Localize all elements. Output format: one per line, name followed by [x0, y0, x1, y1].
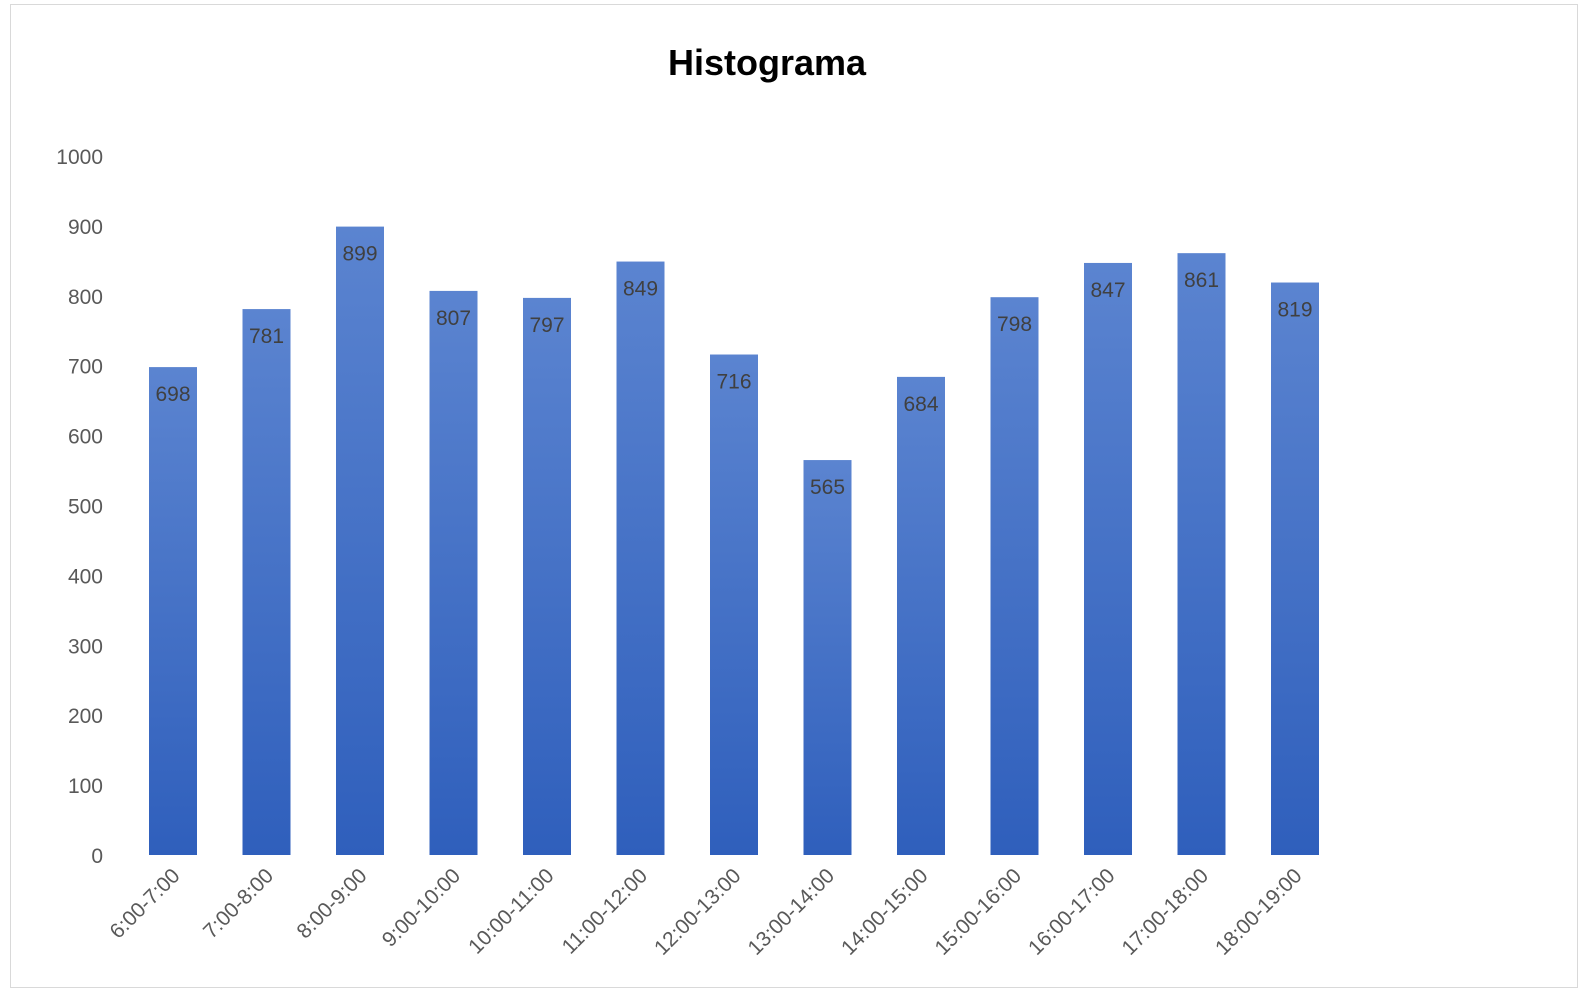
x-tick-label: 7:00-8:00 — [199, 864, 278, 943]
chart-area: Histograma 0 100 200 300 400 500 600 700 800 900 1… — [10, 4, 1578, 988]
data-label: 684 — [903, 393, 938, 416]
y-tick-label: 600 — [68, 426, 103, 449]
x-tick-label: 12:00-13:00 — [650, 864, 746, 960]
x-tick-label: 9:00-10:00 — [378, 864, 465, 951]
y-tick-label: 500 — [68, 496, 103, 519]
y-tick-label: 900 — [68, 216, 103, 239]
y-axis: 0 100 200 300 400 500 600 700 800 900 1000 — [56, 146, 103, 868]
bar — [803, 460, 852, 855]
y-tick-label: 700 — [68, 356, 103, 379]
bar — [990, 297, 1039, 855]
bar — [242, 309, 291, 855]
x-tick-label: 11:00-12:00 — [558, 864, 652, 958]
data-labels-group: 698 781 899 807 797 849 716 565 684 798 847 861 819 — [155, 243, 1312, 499]
x-tick-label: 8:00-9:00 — [293, 864, 372, 943]
bar — [523, 297, 571, 856]
data-label: 798 — [997, 313, 1032, 336]
bar — [616, 261, 665, 855]
x-tick-label: 14:00-15:00 — [837, 864, 933, 960]
x-tick-label: 16:00-17:00 — [1024, 864, 1120, 960]
bar — [897, 376, 945, 855]
y-tick-label: 400 — [68, 565, 103, 588]
x-tick-label: 6:00-7:00 — [106, 864, 185, 943]
x-axis: 6:00-7:00 7:00-8:00 8:00-9:00 9:00-10:00 10:… — [106, 864, 1307, 960]
bar — [1271, 282, 1319, 855]
x-tick-label: 17:00-18:00 — [1117, 864, 1213, 960]
bar — [429, 290, 478, 856]
y-tick-label: 1000 — [56, 146, 103, 169]
bar — [336, 226, 384, 855]
bars-group — [149, 226, 1319, 856]
bar — [1084, 262, 1132, 855]
x-tick-label: 15:00-16:00 — [930, 864, 1026, 960]
y-tick-label: 300 — [68, 635, 103, 658]
data-label: 781 — [249, 325, 284, 348]
x-tick-label: 13:00-14:00 — [743, 864, 839, 960]
data-label: 847 — [1090, 279, 1125, 302]
x-tick-label: 18:00-19:00 — [1211, 864, 1307, 960]
data-label: 698 — [155, 383, 190, 406]
data-label: 565 — [810, 476, 845, 499]
chart-title: Histograma — [668, 42, 867, 83]
data-label: 849 — [623, 278, 658, 301]
bar-chart: Histograma 0 100 200 300 400 500 600 700 800 900 1… — [56, 42, 1319, 960]
data-label: 807 — [436, 307, 471, 330]
y-tick-label: 100 — [68, 775, 103, 798]
bar — [149, 367, 197, 855]
data-label: 819 — [1277, 299, 1312, 322]
data-label: 899 — [342, 243, 377, 266]
data-label: 861 — [1184, 269, 1219, 292]
data-label: 716 — [716, 371, 751, 394]
x-tick-label: 10:00-11:00 — [464, 864, 558, 958]
bar — [710, 354, 758, 855]
y-tick-label: 800 — [68, 286, 103, 309]
bar — [1177, 253, 1226, 855]
y-tick-label: 200 — [68, 705, 103, 728]
y-tick-label: 0 — [91, 845, 103, 868]
data-label: 797 — [529, 314, 564, 337]
